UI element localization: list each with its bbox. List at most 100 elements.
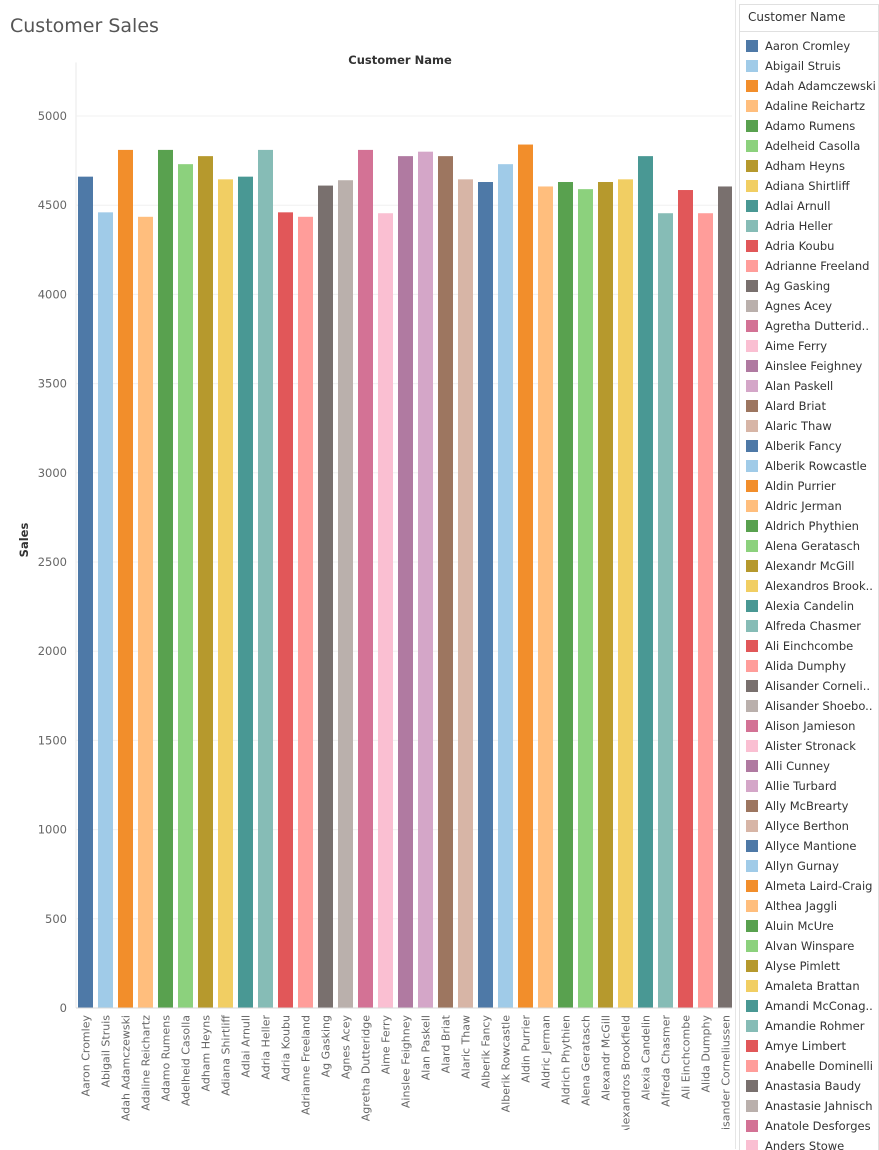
legend-item[interactable]: Allyce Berthon [740, 816, 878, 836]
legend-item[interactable]: Alberik Fancy [740, 436, 878, 456]
legend-item[interactable]: Alena Geratasch [740, 536, 878, 556]
bar[interactable] [238, 176, 253, 1008]
legend-item[interactable]: Alexia Candelin [740, 596, 878, 616]
legend-swatch [746, 460, 758, 472]
bar[interactable] [298, 216, 313, 1008]
legend-item[interactable]: Aldin Purrier [740, 476, 878, 496]
legend-item[interactable]: Anastasia Baudy [740, 1076, 878, 1096]
legend-item[interactable]: Almeta Laird-Craig [740, 876, 878, 896]
legend-item[interactable]: Alisander Corneli.. [740, 676, 878, 696]
legend-item[interactable]: Adaline Reichartz [740, 96, 878, 116]
bar[interactable] [638, 156, 653, 1008]
legend-item[interactable]: Allyce Mantione [740, 836, 878, 856]
bar[interactable] [438, 156, 453, 1008]
bar[interactable] [618, 179, 633, 1008]
legend-item[interactable]: Ally McBrearty [740, 796, 878, 816]
legend-item[interactable]: Adamo Rumens [740, 116, 878, 136]
legend-item[interactable]: Agnes Acey [740, 296, 878, 316]
legend-item[interactable]: Ainslee Feighney [740, 356, 878, 376]
legend-item[interactable]: Adria Heller [740, 216, 878, 236]
legend-item[interactable]: Alexandr McGill [740, 556, 878, 576]
legend-item[interactable]: Aldric Jerman [740, 496, 878, 516]
bar[interactable] [718, 186, 733, 1008]
bar[interactable] [258, 149, 273, 1008]
bar[interactable] [478, 182, 493, 1008]
legend-item[interactable]: Amandi McConag.. [740, 996, 878, 1016]
legend-item[interactable]: Adrianne Freeland [740, 256, 878, 276]
legend-item[interactable]: Aaron Cromley [740, 36, 878, 56]
bar[interactable] [418, 151, 433, 1008]
legend-swatch [746, 480, 758, 492]
legend-item[interactable]: Amaleta Brattan [740, 976, 878, 996]
legend-item[interactable]: Anastasie Jahnisch [740, 1096, 878, 1116]
bar[interactable] [278, 212, 293, 1008]
legend-item[interactable]: Alberik Rowcastle [740, 456, 878, 476]
legend-label: Alaric Thaw [765, 419, 832, 433]
legend-divider [740, 31, 878, 32]
legend-item[interactable]: Aime Ferry [740, 336, 878, 356]
legend-item[interactable]: Adria Koubu [740, 236, 878, 256]
bar[interactable] [98, 212, 113, 1008]
bar[interactable] [538, 186, 553, 1008]
bar[interactable] [698, 213, 713, 1008]
chart-area: Customer Name 0 500 1000 1500 2000 2500 3000 350… [17, 53, 733, 1130]
bar[interactable] [158, 149, 173, 1008]
legend-item[interactable]: Alfreda Chasmer [740, 616, 878, 636]
legend-item[interactable]: Aldrich Phythien [740, 516, 878, 536]
legend-item[interactable]: Abigail Struis [740, 56, 878, 76]
legend-item[interactable]: Adah Adamczewski [740, 76, 878, 96]
bar[interactable] [378, 213, 393, 1008]
bar[interactable] [78, 176, 93, 1008]
bar[interactable] [458, 179, 473, 1008]
legend-item[interactable]: Alaric Thaw [740, 416, 878, 436]
bar[interactable] [118, 149, 133, 1008]
legend-item[interactable]: Adelheid Casolla [740, 136, 878, 156]
x-tick-label: Alard Briat [440, 1014, 453, 1073]
legend-item[interactable]: Ali Einchcombe [740, 636, 878, 656]
legend-item[interactable]: Alexandros Brook.. [740, 576, 878, 596]
bar[interactable] [198, 156, 213, 1008]
legend-item[interactable]: Adlai Arnull [740, 196, 878, 216]
x-tick-label: Alfreda Chasmer [660, 1015, 673, 1107]
bar[interactable] [178, 164, 193, 1009]
bar[interactable] [398, 156, 413, 1008]
legend-item[interactable]: Anatole Desforges [740, 1116, 878, 1136]
legend-item[interactable]: Anders Stowe [740, 1136, 878, 1150]
legend-item[interactable]: Amye Limbert [740, 1036, 878, 1056]
legend-item[interactable]: Alisander Shoebo.. [740, 696, 878, 716]
bar[interactable] [138, 216, 153, 1008]
legend-label: Aldrich Phythien [765, 519, 859, 533]
legend-item[interactable]: Alister Stronack [740, 736, 878, 756]
legend-item[interactable]: Alyse Pimlett [740, 956, 878, 976]
bar[interactable] [678, 190, 693, 1008]
legend-label: Ali Einchcombe [765, 639, 854, 653]
legend-item[interactable]: Alan Paskell [740, 376, 878, 396]
bar[interactable] [338, 180, 353, 1008]
legend-item[interactable]: Ag Gasking [740, 276, 878, 296]
legend-item[interactable]: Alison Jamieson [740, 716, 878, 736]
legend-item[interactable]: Adiana Shirtliff [740, 176, 878, 196]
legend-item[interactable]: Alvan Winspare [740, 936, 878, 956]
x-tick-label: Alexandr McGill [600, 1015, 613, 1101]
bar[interactable] [598, 182, 613, 1008]
legend-item[interactable]: Agretha Dutterid.. [740, 316, 878, 336]
bar[interactable] [578, 189, 593, 1009]
legend-item[interactable]: Aluin McUre [740, 916, 878, 936]
bar[interactable] [498, 164, 513, 1009]
legend-item[interactable]: Allie Turbard [740, 776, 878, 796]
legend-item[interactable]: Alida Dumphy [740, 656, 878, 676]
legend-item[interactable]: Alli Cunney [740, 756, 878, 776]
legend-item[interactable]: Althea Jaggli [740, 896, 878, 916]
bar[interactable] [318, 185, 333, 1009]
legend-item[interactable]: Anabelle Dominelli [740, 1056, 878, 1076]
legend-item[interactable]: Adham Heyns [740, 156, 878, 176]
bar[interactable] [558, 182, 573, 1008]
bar[interactable] [358, 149, 373, 1008]
bar[interactable] [218, 179, 233, 1008]
legend-item[interactable]: Amandie Rohmer [740, 1016, 878, 1036]
legend-item[interactable]: Allyn Gurnay [740, 856, 878, 876]
legend-panel[interactable]: Customer Name Aaron Cromley Abigail Strui… [739, 4, 879, 1150]
bar[interactable] [658, 213, 673, 1008]
bar[interactable] [518, 144, 533, 1008]
legend-item[interactable]: Alard Briat [740, 396, 878, 416]
